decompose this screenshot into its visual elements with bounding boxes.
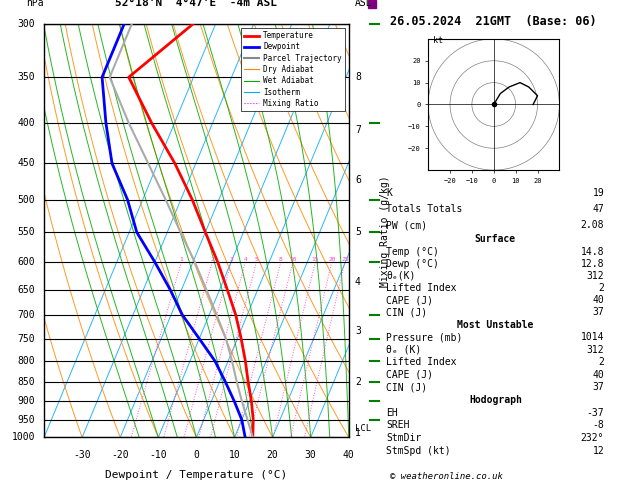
Text: θₑ(K): θₑ(K): [386, 271, 416, 281]
Text: 700: 700: [17, 310, 35, 320]
Text: Temp (°C): Temp (°C): [386, 246, 439, 257]
Text: 10: 10: [289, 257, 297, 262]
Text: 600: 600: [17, 257, 35, 267]
Text: StmDir: StmDir: [386, 433, 421, 443]
Text: hPa: hPa: [26, 0, 43, 8]
Text: CIN (J): CIN (J): [386, 382, 428, 392]
Text: 26.05.2024  21GMT  (Base: 06): 26.05.2024 21GMT (Base: 06): [390, 15, 596, 28]
Text: Surface: Surface: [475, 234, 516, 244]
Text: 4: 4: [355, 277, 361, 287]
Text: 10: 10: [228, 450, 240, 460]
Text: 40: 40: [593, 370, 604, 380]
Text: 350: 350: [17, 72, 35, 82]
Text: Dewpoint / Temperature (°C): Dewpoint / Temperature (°C): [105, 470, 287, 481]
Text: 40: 40: [343, 450, 355, 460]
Text: Lifted Index: Lifted Index: [386, 357, 457, 367]
Text: 1000: 1000: [11, 433, 35, 442]
Text: -30: -30: [74, 450, 91, 460]
Text: LCL: LCL: [355, 424, 371, 433]
Text: 12: 12: [593, 446, 604, 455]
Text: 312: 312: [587, 345, 604, 355]
Text: 2: 2: [210, 257, 214, 262]
Text: 40: 40: [593, 295, 604, 305]
Text: CAPE (J): CAPE (J): [386, 295, 433, 305]
Text: 3: 3: [230, 257, 233, 262]
Text: 4: 4: [243, 257, 247, 262]
Text: 8: 8: [279, 257, 283, 262]
Text: CAPE (J): CAPE (J): [386, 370, 433, 380]
Text: 8: 8: [355, 72, 361, 82]
Text: 400: 400: [17, 118, 35, 128]
Text: 5: 5: [255, 257, 259, 262]
Text: -8: -8: [593, 420, 604, 430]
Text: 30: 30: [305, 450, 316, 460]
Text: km
ASL: km ASL: [355, 0, 372, 8]
Text: 950: 950: [17, 415, 35, 425]
Text: 5: 5: [355, 226, 361, 237]
Text: 2.08: 2.08: [581, 220, 604, 230]
Text: 1: 1: [179, 257, 183, 262]
Text: Lifted Index: Lifted Index: [386, 283, 457, 293]
Text: 1: 1: [355, 428, 361, 438]
Text: 15: 15: [311, 257, 319, 262]
Text: 2: 2: [598, 283, 604, 293]
Text: 25: 25: [341, 257, 348, 262]
Text: 312: 312: [587, 271, 604, 281]
Text: 20: 20: [328, 257, 335, 262]
Text: 20: 20: [267, 450, 279, 460]
Text: 52°18'N  4°47'E  -4m ASL: 52°18'N 4°47'E -4m ASL: [115, 0, 277, 8]
Text: 300: 300: [17, 19, 35, 29]
Text: -10: -10: [150, 450, 167, 460]
Text: 12.8: 12.8: [581, 259, 604, 269]
Text: 47: 47: [593, 204, 604, 214]
Text: 450: 450: [17, 158, 35, 169]
Text: EH: EH: [386, 408, 398, 417]
Text: 6: 6: [355, 175, 361, 185]
Text: K: K: [386, 188, 392, 198]
Legend: Temperature, Dewpoint, Parcel Trajectory, Dry Adiabat, Wet Adiabat, Isotherm, Mi: Temperature, Dewpoint, Parcel Trajectory…: [241, 28, 345, 111]
Text: Hodograph: Hodograph: [469, 395, 522, 405]
Text: kt: kt: [433, 36, 443, 45]
Text: Dewp (°C): Dewp (°C): [386, 259, 439, 269]
Text: SREH: SREH: [386, 420, 410, 430]
Text: 37: 37: [593, 382, 604, 392]
Text: 850: 850: [17, 377, 35, 387]
Text: 232°: 232°: [581, 433, 604, 443]
Text: CIN (J): CIN (J): [386, 307, 428, 317]
Text: -37: -37: [587, 408, 604, 417]
Text: 19: 19: [593, 188, 604, 198]
Text: 3: 3: [355, 326, 361, 336]
Text: 800: 800: [17, 356, 35, 366]
Text: 2: 2: [598, 357, 604, 367]
Text: 900: 900: [17, 396, 35, 406]
Text: 7: 7: [355, 125, 361, 135]
Text: 1014: 1014: [581, 332, 604, 342]
Text: Mixing Ratio (g/kg): Mixing Ratio (g/kg): [381, 175, 391, 287]
Text: Pressure (mb): Pressure (mb): [386, 332, 463, 342]
Text: Totals Totals: Totals Totals: [386, 204, 463, 214]
Text: 500: 500: [17, 194, 35, 205]
Text: Most Unstable: Most Unstable: [457, 320, 533, 330]
Text: 650: 650: [17, 285, 35, 295]
Text: 550: 550: [17, 227, 35, 237]
Text: 750: 750: [17, 334, 35, 344]
Text: θₑ (K): θₑ (K): [386, 345, 421, 355]
Text: -20: -20: [111, 450, 129, 460]
Text: 2: 2: [355, 377, 361, 387]
Text: © weatheronline.co.uk: © weatheronline.co.uk: [390, 472, 503, 481]
Text: PW (cm): PW (cm): [386, 220, 428, 230]
Text: StmSpd (kt): StmSpd (kt): [386, 446, 451, 455]
Text: 14.8: 14.8: [581, 246, 604, 257]
Text: 0: 0: [194, 450, 199, 460]
Text: 37: 37: [593, 307, 604, 317]
